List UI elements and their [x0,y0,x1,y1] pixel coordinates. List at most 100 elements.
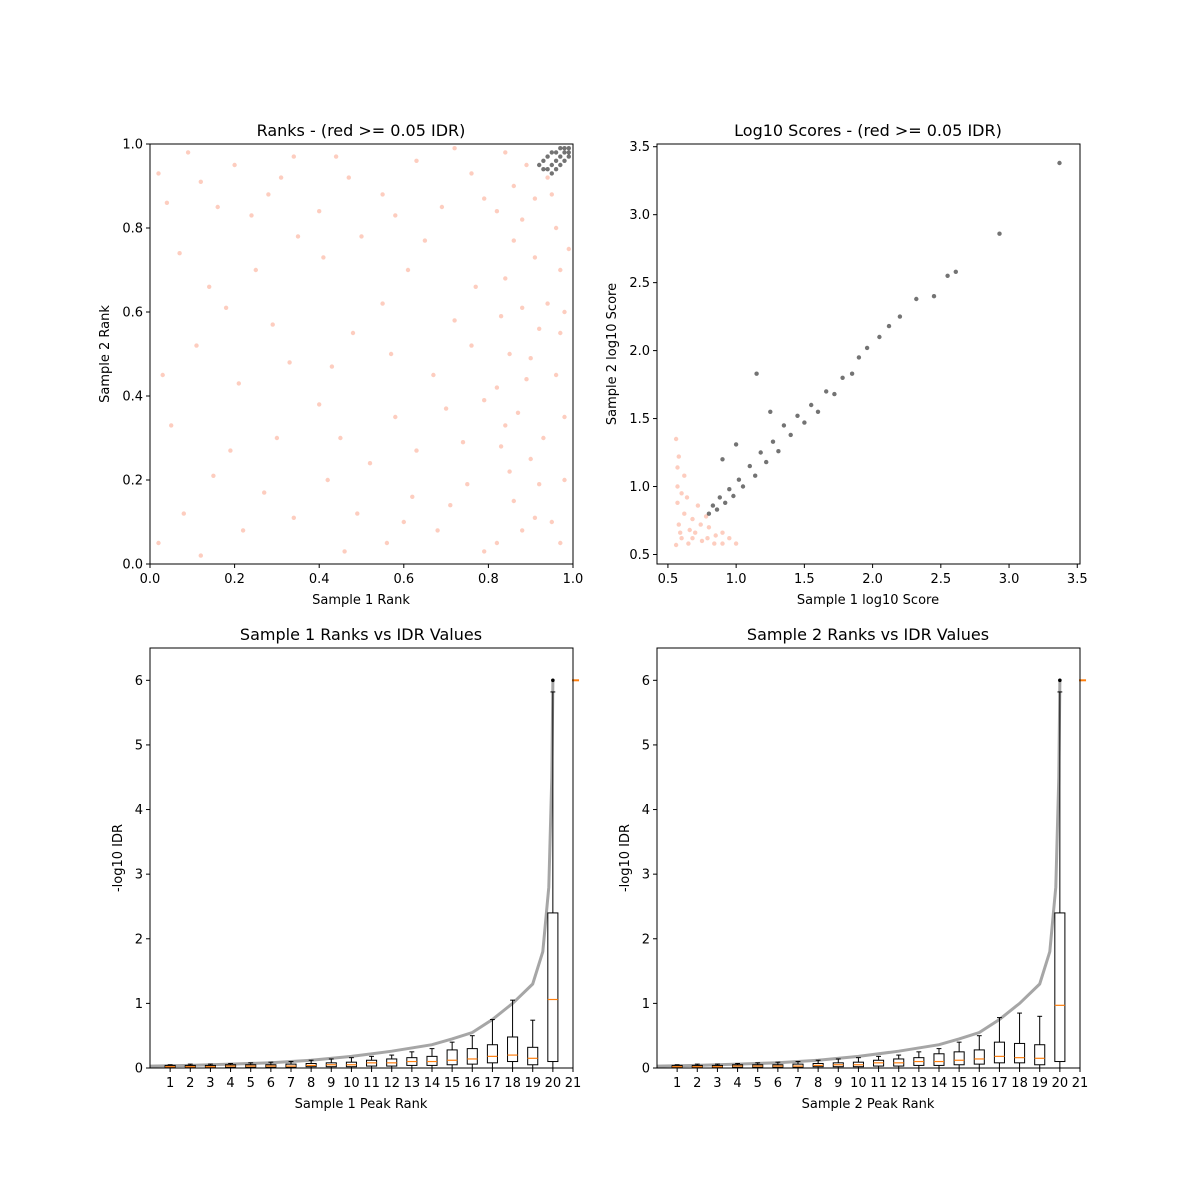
x-tick-label: 20 [1052,1076,1069,1091]
x-tick-label: 2 [186,1076,194,1091]
x-tick-label: 0.8 [478,572,499,587]
data-point [754,371,759,376]
axes-frame [149,143,574,565]
x-tick-label: 16 [464,1076,481,1091]
data-point [717,495,722,500]
x-axis-label: Sample 1 Peak Rank [295,1097,428,1112]
x-tick-label: 3.5 [1067,572,1088,587]
box [953,1051,965,1066]
x-tick-label: 6 [267,1076,275,1091]
data-point [537,482,542,487]
x-tick-label: 18 [504,1076,521,1091]
data-point [877,334,882,340]
x-tick-label: 10 [343,1076,360,1091]
data-point [679,536,684,541]
y-tick-label: 0.8 [122,222,143,237]
data-point [795,413,800,418]
data-point [566,150,571,155]
x-tick-label: 7 [794,1076,802,1091]
x-tick-label: 1.0 [563,572,584,587]
y-tick-label: 4 [135,803,143,818]
data-point [541,167,546,172]
data-point [687,527,692,533]
data-point [706,511,712,516]
data-point [705,536,710,541]
plot-marks [149,678,580,1068]
data-point [675,465,680,470]
data-point [832,391,837,397]
data-point [549,192,554,197]
data-point [562,158,567,163]
data-point [482,196,487,201]
data-point [731,493,736,499]
x-tick-label: 21 [565,1076,582,1091]
plot-marks [673,160,1062,548]
axes-frame [656,143,1081,565]
data-point [460,440,466,445]
outlier-point [1058,678,1062,683]
outlier-point [551,678,555,683]
data-point [215,204,220,210]
data-point [198,553,203,558]
data-point [537,326,542,331]
data-point [169,423,174,428]
x-tick-label: 7 [287,1076,295,1091]
data-point [727,487,732,492]
data-point [494,540,500,546]
data-point [452,318,457,323]
data-point [723,500,728,505]
x-tick-label: 14 [931,1076,948,1091]
x-tick-label: 0.0 [140,572,161,587]
data-point [498,444,504,449]
data-point [558,154,563,159]
data-point [333,154,339,159]
data-point [156,171,161,176]
data-point [733,541,739,546]
data-point [524,162,529,168]
data-point [291,154,296,159]
x-tick-label: 1.5 [794,572,815,587]
y-tick-label: 0 [135,1062,143,1077]
data-point [566,246,571,252]
y-tick-label: 3 [135,868,143,883]
y-tick-label: 2 [642,932,650,947]
y-axis-label: Sample 2 log10 Score [605,283,620,425]
data-point [558,267,563,273]
x-tick-label: 17 [991,1076,1008,1091]
data-point [410,494,415,499]
data-point [532,196,538,201]
data-point [682,511,687,516]
data-point [886,323,892,329]
box [466,1048,478,1065]
data-point [673,436,679,442]
x-axis-label: Sample 1 log10 Score [797,593,939,608]
data-point [690,516,695,522]
data-point [198,179,203,184]
data-point [494,209,500,214]
x-tick-label: 13 [404,1076,421,1091]
x-tick-label: 2.0 [862,572,883,587]
data-point [537,162,542,168]
data-point [317,209,322,214]
data-point [720,541,725,546]
data-point [712,541,717,546]
x-tick-label: 14 [424,1076,441,1091]
data-point [997,231,1002,236]
x-tick-label: 1.0 [726,572,747,587]
data-point [274,435,280,441]
data-point [181,511,186,516]
y-tick-label: 6 [642,674,650,689]
box [547,912,559,1063]
data-point [562,414,567,420]
data-point [545,175,550,180]
data-point [684,495,690,500]
data-point [511,183,516,189]
data-point [414,158,419,163]
data-point [764,459,769,465]
data-point [914,296,919,302]
x-tick-label: 15 [951,1076,968,1091]
data-point [325,477,330,483]
data-point [768,409,773,414]
